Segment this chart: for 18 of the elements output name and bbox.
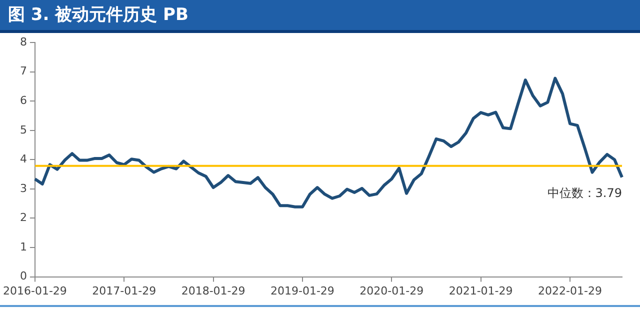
y-tick-label: 4 [20,152,27,166]
x-tick-label: 2020-01-29 [360,284,424,298]
y-tick-label: 1 [20,240,27,254]
x-tick-label: 2018-01-29 [181,284,246,298]
x-tick-label: 2022-01-29 [538,284,602,298]
x-tick-label: 2016-01-29 [2,284,67,298]
y-tick-label: 2 [20,211,27,224]
x-tick-label: 2021-01-29 [448,284,513,298]
y-tick-label: 5 [20,123,27,136]
chart-title: 图 3. 被动元件历史 PB [0,0,640,33]
ref-line-label: 中位数：3.79 [547,186,622,200]
y-tick-label: 6 [20,94,27,108]
y-tick-label: 3 [20,182,27,195]
x-tick-label: 2017-01-29 [92,284,156,298]
y-tick-label: 8 [20,35,27,48]
x-tick-label: 2019-01-29 [270,284,334,298]
y-tick-label: 7 [20,64,27,78]
y-tick-label: 0 [20,270,27,283]
